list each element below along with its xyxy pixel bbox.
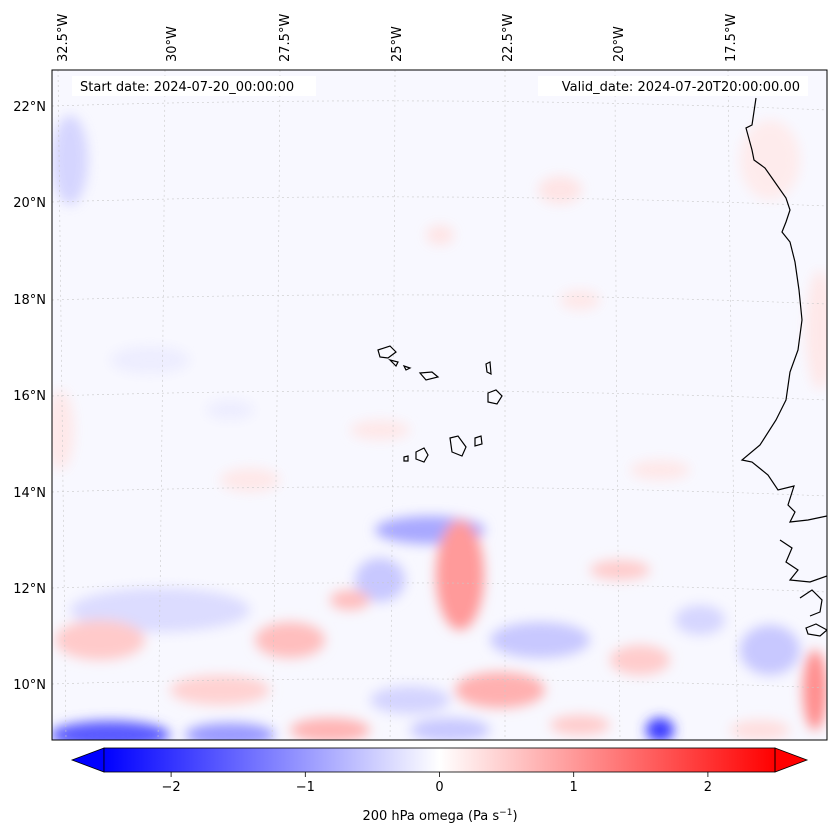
lat-label: 18°N	[13, 293, 46, 308]
cape-verde-islands	[377, 345, 503, 463]
map-panel: Start date: 2024-07-20_00:00:00 Valid_da…	[13, 14, 828, 741]
africa-coast	[740, 97, 827, 523]
coastline	[740, 97, 827, 637]
colorbar-tick-label: 2	[704, 780, 712, 795]
lon-label: 27.5°W	[278, 14, 293, 62]
lon-label: 17.5°W	[724, 14, 739, 62]
colorbar-extend-max	[774, 747, 809, 773]
valid-date-box	[538, 76, 808, 96]
colorbar-body	[104, 748, 775, 772]
valid-date-label: Valid_date: 2024-07-20T20:00:00.00	[562, 80, 800, 95]
lon-label: 20°W	[612, 26, 627, 62]
colorbar-tick-label: 1	[570, 780, 578, 795]
graticule	[52, 70, 827, 740]
lat-label: 14°N	[13, 486, 46, 501]
start-date-label: Start date: 2024-07-20_00:00:00	[80, 80, 294, 95]
map-background	[52, 70, 827, 740]
map-frame	[51, 69, 828, 741]
colorbar-ticks: −2 −1 0 1 2	[162, 772, 712, 795]
colorbar-label-exponent: −1	[499, 808, 512, 818]
lat-label: 22°N	[13, 100, 46, 115]
omega-field	[52, 70, 827, 740]
colorbar-label-end: )	[512, 809, 517, 824]
lon-label: 25°W	[390, 26, 405, 62]
lon-label: 32.5°W	[56, 14, 71, 62]
colorbar-label-main: 200 hPa omega (Pa s	[362, 809, 499, 824]
lon-label: 22.5°W	[501, 14, 516, 62]
lat-label: 20°N	[13, 196, 46, 211]
colorbar-tick-label: 0	[435, 780, 443, 795]
colorbar-label: 200 hPa omega (Pa s−1)	[362, 808, 517, 824]
colorbar-tick-label: −1	[296, 780, 315, 795]
lat-label: 16°N	[13, 389, 46, 404]
longitude-labels: 32.5°W 30°W 27.5°W 25°W 22.5°W 20°W 17.5…	[56, 14, 739, 62]
lat-label: 10°N	[13, 678, 46, 693]
lon-label: 30°W	[165, 26, 180, 62]
colorbar-tick-label: −2	[162, 780, 181, 795]
start-date-box	[72, 76, 316, 96]
lat-label: 12°N	[13, 582, 46, 597]
colorbar-extend-min	[70, 747, 105, 773]
latitude-labels: 22°N 20°N 18°N 16°N 14°N 12°N 10°N	[13, 100, 46, 693]
colorbar: −2 −1 0 1 2 200 hPa omega (Pa s−1)	[70, 747, 809, 824]
